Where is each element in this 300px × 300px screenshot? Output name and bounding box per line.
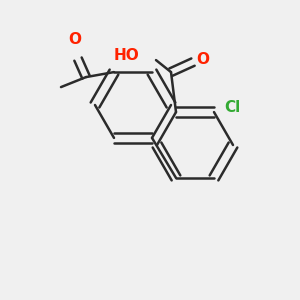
Text: O: O: [68, 32, 82, 47]
Text: Cl: Cl: [224, 100, 240, 115]
Text: O: O: [196, 52, 209, 67]
Text: HO: HO: [113, 48, 139, 63]
